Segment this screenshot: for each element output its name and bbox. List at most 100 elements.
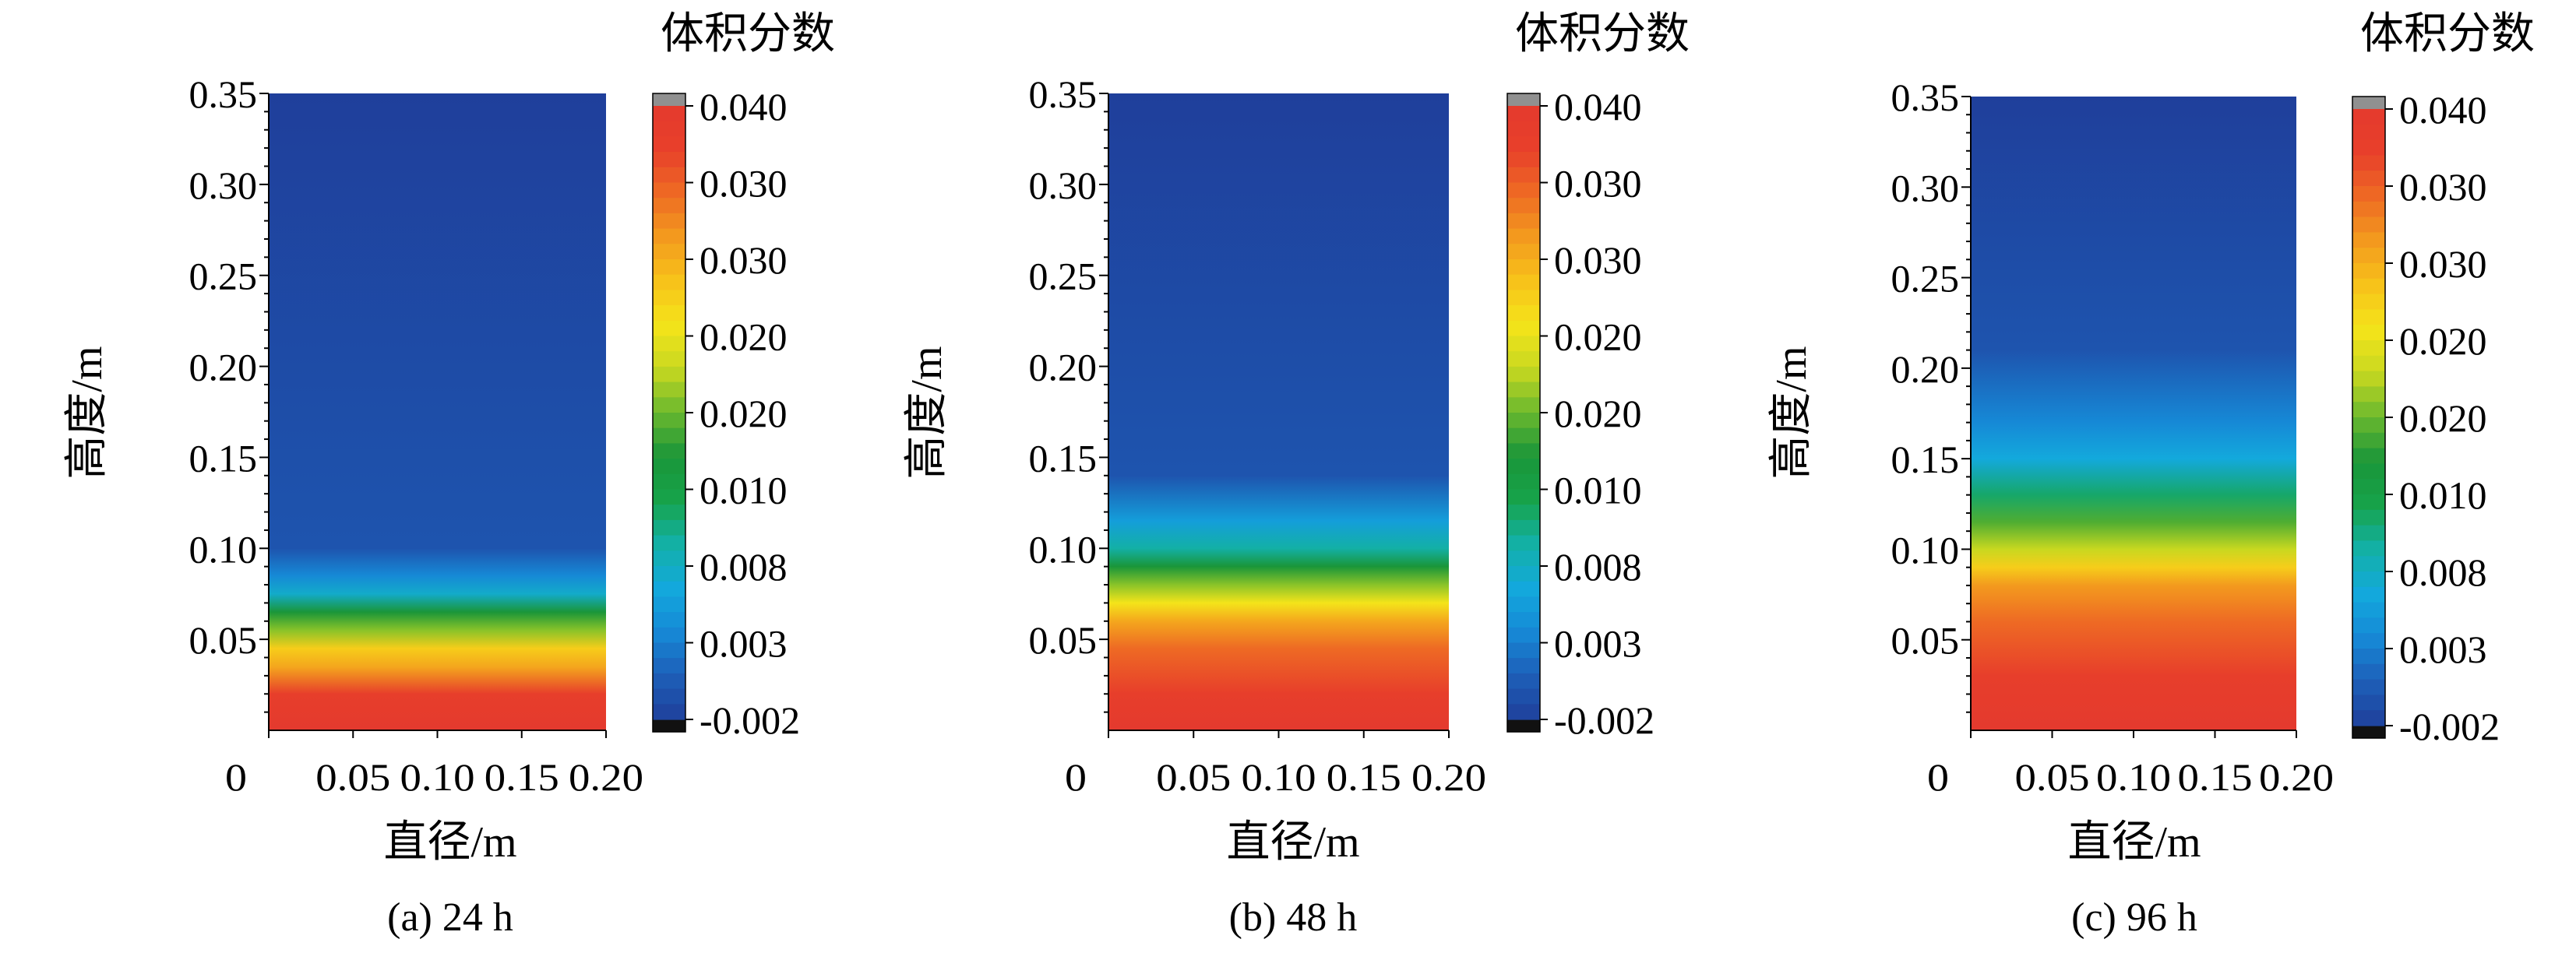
colorbar-band <box>1507 305 1540 322</box>
y-tick-label: 0.35 <box>189 72 258 116</box>
colorbar-title: 体积分数 <box>1515 10 1690 58</box>
x-tick-label: 0.05 <box>315 755 390 799</box>
colorbar-band <box>653 305 685 322</box>
colorbar-band <box>2352 248 2385 264</box>
colorbar-band <box>653 167 685 184</box>
y-axis-label: 高度/m <box>903 346 951 479</box>
colorbar-band <box>2352 309 2385 325</box>
colorbar-band <box>1507 121 1540 137</box>
colorbar-band <box>2352 294 2385 310</box>
colorbar-band <box>2352 216 2385 233</box>
colorbar-band <box>1507 413 1540 429</box>
colorbar-band <box>2352 155 2385 171</box>
contour-field <box>1971 97 2296 730</box>
colorbar-band <box>653 443 685 459</box>
colorbar-over-cap <box>2352 97 2385 109</box>
colorbar-band <box>653 136 685 153</box>
y-tick-label: 0.05 <box>1029 618 1098 662</box>
x-tick-label: 0.05 <box>2015 755 2090 799</box>
colorbar-band <box>1507 320 1540 337</box>
colorbar-tick-label: 0.010 <box>1554 469 1642 512</box>
colorbar-tick-label: 0.040 <box>700 85 788 128</box>
y-tick-label: 0.10 <box>1029 527 1098 571</box>
colorbar-tick-label: 0.010 <box>700 469 788 512</box>
colorbar-band <box>1507 136 1540 153</box>
colorbar-band <box>653 198 685 214</box>
colorbar-band <box>2352 201 2385 218</box>
colorbar-band <box>1507 366 1540 383</box>
colorbar-tick-label: 0.020 <box>700 315 788 359</box>
colorbar-band <box>653 489 685 505</box>
colorbar-under-cap <box>2352 726 2385 738</box>
panel-caption: (c) 96 h <box>2071 895 2197 940</box>
colorbar-band <box>653 704 685 720</box>
colorbar-band <box>2352 371 2385 387</box>
y-tick-label: 0.15 <box>1891 438 1960 481</box>
colorbar-band <box>1507 382 1540 398</box>
colorbar-band <box>1507 351 1540 367</box>
y-tick-label: 0.30 <box>189 164 258 207</box>
colorbar-band <box>653 505 685 521</box>
colorbar-band <box>2352 494 2385 511</box>
y-tick-label: 0.15 <box>1029 436 1098 480</box>
colorbar-band <box>2352 710 2385 726</box>
colorbar-band <box>653 612 685 628</box>
x-tick-label: 0.20 <box>2259 755 2334 799</box>
colorbar-tick-label: -0.002 <box>1554 698 1654 742</box>
colorbar-band <box>653 351 685 367</box>
colorbar-band <box>653 673 685 690</box>
colorbar-band <box>2352 479 2385 495</box>
colorbar-band <box>653 336 685 352</box>
colorbar-band <box>1507 274 1540 290</box>
colorbar-band <box>1507 106 1540 122</box>
colorbar-tick-label: 0.020 <box>2399 396 2487 440</box>
colorbar-band <box>653 459 685 475</box>
colorbar-tick-label: 0.003 <box>700 622 788 666</box>
y-tick-label: 0.25 <box>189 255 258 298</box>
colorbar-tick-label: -0.002 <box>2399 705 2500 748</box>
x-axis-label: 直径/m <box>1226 818 1359 867</box>
y-tick-label: 0.20 <box>1891 347 1960 391</box>
colorbar-band <box>1507 627 1540 644</box>
colorbar-band <box>1507 198 1540 214</box>
colorbar-band <box>2352 278 2385 295</box>
colorbar-tick-label: 0.040 <box>1554 85 1642 128</box>
colorbar-band <box>2352 679 2385 695</box>
x-tick-label: 0 <box>1065 755 1087 799</box>
colorbar-band <box>2352 432 2385 449</box>
colorbar-band <box>653 688 685 705</box>
x-tick-label: 0.15 <box>2178 755 2253 799</box>
colorbar-tick-label: 0.030 <box>1554 238 1642 282</box>
colorbar-tick-label: 0.040 <box>2399 88 2487 132</box>
x-tick-label: 0.15 <box>1327 755 1401 799</box>
colorbar-tick-label: 0.008 <box>2399 550 2487 594</box>
colorbar-band <box>653 382 685 398</box>
x-tick-label: 0 <box>225 755 247 799</box>
contour-field <box>269 93 606 730</box>
colorbar-band <box>1507 167 1540 184</box>
colorbar-band <box>1507 519 1540 536</box>
colorbar-band <box>653 259 685 276</box>
colorbar-band <box>1507 688 1540 705</box>
chart-panel-1: 0.050.100.150.200.250.300.350 0.05 0.10 0.1… <box>63 10 835 940</box>
colorbar-band <box>2352 633 2385 649</box>
x-tick-label: 0.20 <box>1411 755 1486 799</box>
colorbar-band <box>2352 525 2385 541</box>
colorbar-band <box>2352 186 2385 202</box>
colorbar-band <box>2352 556 2385 572</box>
colorbar-band <box>2352 355 2385 372</box>
colorbar-band <box>653 228 685 244</box>
chart-panel-3: 0.050.100.150.200.250.300.350 0.05 0.10 0.1… <box>1767 10 2535 940</box>
chart-panel-2: 0.050.100.150.200.250.300.350 0.05 0.10 0.1… <box>903 10 1690 940</box>
colorbar-band <box>1507 473 1540 491</box>
colorbar-band <box>1507 612 1540 628</box>
colorbar-band <box>2352 325 2385 341</box>
colorbar-band <box>1507 642 1540 659</box>
colorbar-band <box>1507 244 1540 260</box>
panel-caption: (a) 24 h <box>387 895 513 940</box>
colorbar-tick-label: 0.020 <box>1554 392 1642 435</box>
colorbar-band <box>653 244 685 260</box>
colorbar-band <box>653 366 685 383</box>
colorbar-band <box>1507 566 1540 582</box>
colorbar-tick-label: 0.030 <box>700 162 788 206</box>
